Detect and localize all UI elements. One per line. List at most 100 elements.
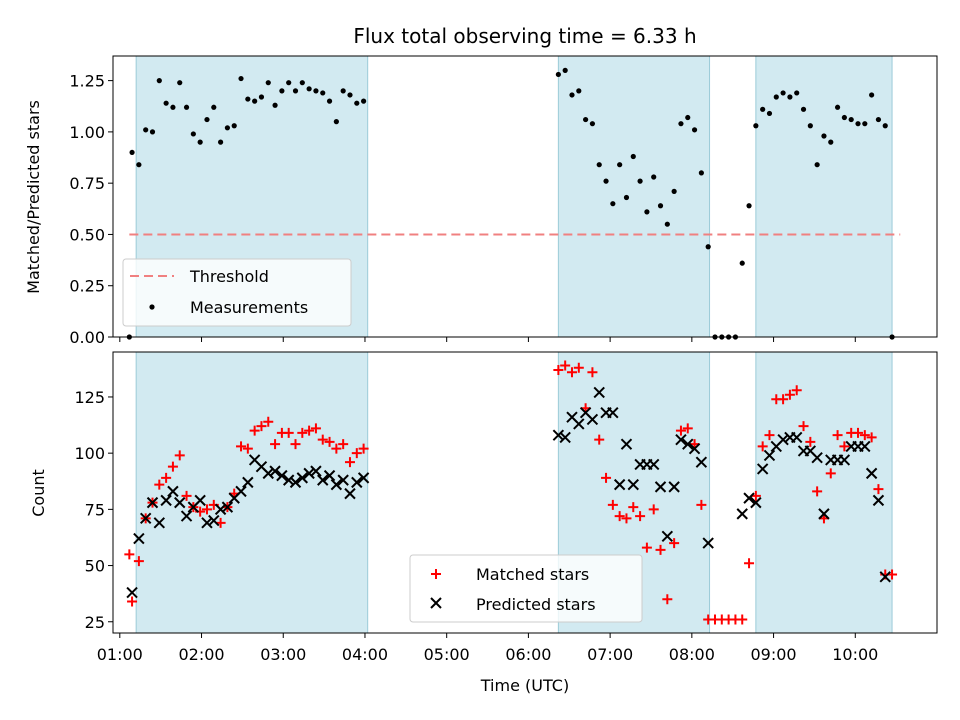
measurement-point — [190, 131, 196, 137]
predicted-star-marker — [743, 492, 755, 504]
matched-star-marker — [338, 439, 349, 450]
matched-star-marker — [560, 360, 571, 371]
measurement-point — [204, 116, 210, 123]
matched-star-marker — [331, 443, 342, 454]
matched-star-marker — [358, 443, 369, 454]
y-tick-label: 0.75 — [69, 174, 105, 193]
matched-star-marker — [124, 549, 135, 560]
measurement-point — [698, 170, 704, 176]
measurement-point — [760, 106, 766, 112]
matched-star-marker — [573, 362, 584, 373]
measurements-legend-swatch — [149, 304, 155, 310]
matched-star-marker — [263, 416, 274, 427]
x-ticks: 01:00 02:00 03:00 04:00 05:00 06:00 07:00 08:00… — [97, 337, 878, 664]
matched-star-marker — [310, 423, 321, 434]
matched-star-marker — [270, 439, 281, 450]
predicted-star-marker — [872, 494, 885, 507]
measurement-point — [177, 80, 183, 86]
matched-star-marker — [127, 596, 138, 607]
matched-star-marker — [242, 443, 253, 454]
predicted-star-marker — [647, 458, 660, 471]
matched-legend-label: Matched stars — [476, 565, 589, 584]
matched-star-marker — [764, 430, 775, 441]
matched-star-marker — [696, 499, 707, 510]
matched-star-marker — [614, 511, 625, 522]
measurement-point — [231, 123, 237, 129]
measurement-point — [637, 178, 643, 184]
matched-star-marker — [256, 421, 267, 432]
matched-star-marker — [297, 427, 308, 438]
x-tick-label: 01:00 — [97, 645, 143, 664]
y-tick-label: 50 — [85, 557, 105, 576]
x-tick-label: 07:00 — [587, 645, 633, 664]
matched-star-marker — [304, 425, 315, 436]
predicted-star-marker — [133, 532, 145, 545]
predicted-star-marker — [675, 433, 687, 446]
matched-star-marker — [601, 472, 612, 483]
top-y-ticks: 0.00 0.25 0.50 0.75 1.00 1.25 — [69, 72, 113, 347]
predicted-star-marker — [756, 463, 769, 475]
measurement-point — [217, 139, 224, 145]
x-tick-label: 05:00 — [424, 645, 470, 664]
measurement-point — [555, 71, 561, 78]
measurement-point — [780, 90, 786, 96]
bottom-y-axis-label: Count — [29, 469, 48, 517]
measurement-point — [841, 114, 847, 121]
matched-star-marker — [669, 538, 680, 549]
measurement-point — [272, 102, 278, 108]
measurement-point — [170, 104, 176, 110]
measurement-point — [569, 92, 575, 98]
predicted-star-marker — [337, 474, 349, 486]
predicted-star-marker — [201, 517, 213, 529]
measurement-point — [766, 110, 773, 117]
measurement-point — [814, 162, 820, 168]
measurement-point — [286, 80, 292, 86]
measurement-point — [603, 178, 609, 184]
matched-star-marker — [805, 436, 816, 447]
observing-window — [755, 352, 893, 633]
matched-star-marker — [283, 427, 294, 438]
y-tick-label: 0.25 — [69, 277, 105, 296]
measurement-point — [800, 106, 807, 112]
measurement-point — [149, 129, 156, 135]
measurement-point — [678, 121, 684, 127]
measurement-point — [630, 153, 636, 160]
matched-star-marker — [784, 389, 795, 400]
predicted-star-marker — [310, 465, 322, 477]
measurement-point — [589, 121, 596, 127]
measurement-point — [834, 104, 841, 110]
predicted-star-marker — [552, 429, 565, 441]
predicted-star-marker — [763, 449, 776, 462]
predicted-star-marker — [838, 454, 851, 466]
measurement-point — [862, 121, 868, 127]
measurement-point — [657, 203, 664, 209]
predicted-star-marker — [620, 438, 633, 450]
measurement-point — [143, 127, 149, 133]
y-tick-label: 25 — [85, 613, 105, 632]
measurement-point — [299, 80, 305, 86]
predicted-star-marker — [276, 469, 288, 482]
measurement-point — [333, 119, 339, 125]
predicted-star-marker — [736, 508, 748, 520]
measurement-point — [739, 260, 745, 266]
matched-star-marker — [853, 427, 864, 438]
measurement-point — [773, 94, 779, 100]
matched-star-marker — [648, 504, 659, 515]
measurement-point — [664, 221, 670, 227]
measurement-point — [238, 75, 244, 82]
matched-star-marker — [133, 556, 144, 567]
matched-star-marker — [812, 486, 823, 497]
count-points — [124, 360, 898, 625]
matched-star-marker — [167, 461, 178, 472]
measurement-point — [576, 88, 582, 94]
predicted-star-marker — [303, 467, 315, 480]
matched-star-marker — [662, 594, 673, 605]
measurement-point — [361, 98, 367, 104]
predicted-star-marker — [682, 438, 694, 450]
matched-star-marker — [866, 432, 877, 443]
predicted-legend-swatch — [430, 597, 442, 609]
x-tick-label: 03:00 — [260, 645, 306, 664]
measurement-point — [623, 194, 630, 201]
matched-star-marker — [594, 434, 605, 445]
predicted-star-marker — [811, 451, 823, 464]
